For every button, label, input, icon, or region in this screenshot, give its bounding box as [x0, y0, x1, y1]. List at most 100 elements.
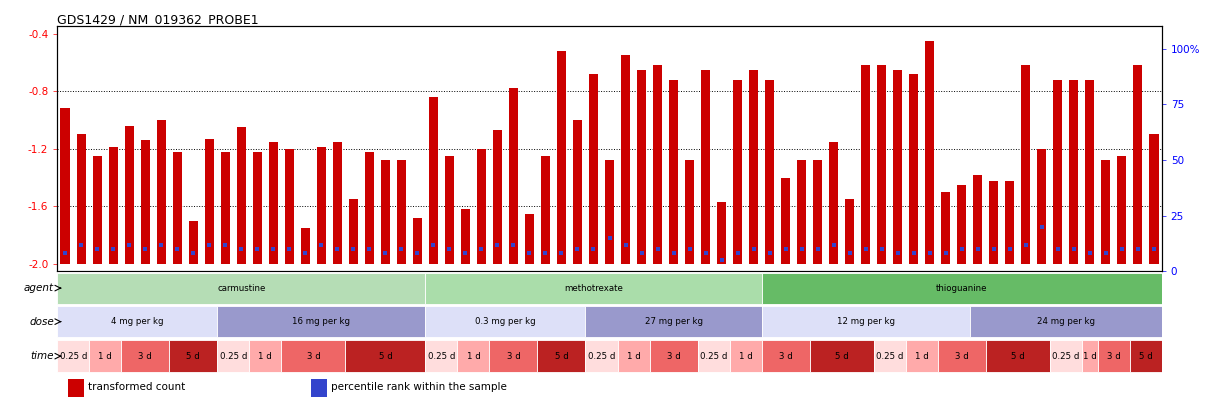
- Point: [328, 246, 347, 252]
- FancyBboxPatch shape: [425, 273, 762, 303]
- FancyBboxPatch shape: [57, 273, 425, 303]
- Point: [696, 250, 716, 257]
- Text: 3 d: 3 d: [667, 352, 680, 360]
- Point: [119, 241, 139, 248]
- FancyBboxPatch shape: [57, 340, 89, 373]
- Bar: [477, 149, 486, 264]
- Point: [1080, 250, 1100, 257]
- Point: [232, 246, 251, 252]
- Text: transformed count: transformed count: [88, 382, 185, 392]
- FancyBboxPatch shape: [457, 340, 490, 373]
- Bar: [252, 152, 262, 264]
- Bar: [989, 181, 998, 264]
- Point: [184, 250, 204, 257]
- Bar: [445, 156, 455, 264]
- Point: [952, 246, 972, 252]
- Text: carmustine: carmustine: [217, 284, 266, 292]
- Text: 24 mg per kg: 24 mg per kg: [1036, 317, 1095, 326]
- Bar: [845, 199, 855, 264]
- Point: [535, 250, 555, 257]
- FancyBboxPatch shape: [762, 273, 1162, 303]
- Bar: [1004, 181, 1014, 264]
- Bar: [748, 70, 758, 264]
- FancyBboxPatch shape: [89, 340, 122, 373]
- Bar: [412, 218, 422, 264]
- Point: [407, 250, 427, 257]
- Bar: [652, 65, 662, 264]
- Bar: [541, 156, 550, 264]
- Text: 27 mg per kg: 27 mg per kg: [645, 317, 702, 326]
- Point: [856, 246, 875, 252]
- Bar: [620, 55, 630, 264]
- Text: 1 d: 1 d: [739, 352, 752, 360]
- Point: [519, 250, 539, 257]
- Bar: [636, 70, 646, 264]
- Point: [840, 250, 859, 257]
- FancyBboxPatch shape: [68, 379, 84, 397]
- Text: 4 mg per kg: 4 mg per kg: [111, 317, 163, 326]
- Text: 0.25 d: 0.25 d: [588, 352, 616, 360]
- Text: 5 d: 5 d: [1139, 352, 1153, 360]
- Bar: [764, 80, 774, 264]
- Text: 0.25 d: 0.25 d: [219, 352, 247, 360]
- Bar: [1117, 156, 1126, 264]
- Bar: [813, 160, 823, 264]
- Bar: [317, 147, 327, 264]
- Point: [472, 246, 491, 252]
- Text: 0.25 d: 0.25 d: [60, 352, 87, 360]
- Point: [56, 250, 76, 257]
- Point: [440, 246, 460, 252]
- Text: 1 d: 1 d: [99, 352, 112, 360]
- FancyBboxPatch shape: [490, 340, 538, 373]
- Text: 5 d: 5 d: [1011, 352, 1024, 360]
- Text: 12 mg per kg: 12 mg per kg: [836, 317, 895, 326]
- Bar: [1132, 65, 1142, 264]
- Bar: [1101, 160, 1111, 264]
- Point: [600, 234, 619, 241]
- Point: [1000, 246, 1019, 252]
- Bar: [508, 88, 518, 264]
- Bar: [717, 202, 727, 264]
- FancyBboxPatch shape: [969, 306, 1162, 337]
- Text: 5 d: 5 d: [555, 352, 568, 360]
- Point: [887, 250, 907, 257]
- Bar: [876, 65, 886, 264]
- Bar: [573, 120, 583, 264]
- Bar: [733, 80, 742, 264]
- Point: [584, 246, 603, 252]
- Point: [744, 246, 763, 252]
- FancyBboxPatch shape: [538, 340, 585, 373]
- FancyBboxPatch shape: [311, 379, 327, 397]
- Text: 16 mg per kg: 16 mg per kg: [293, 317, 350, 326]
- Bar: [429, 97, 439, 264]
- Text: 5 d: 5 d: [187, 352, 200, 360]
- Bar: [1053, 80, 1063, 264]
- FancyBboxPatch shape: [986, 340, 1050, 373]
- Point: [375, 250, 395, 257]
- Point: [200, 241, 219, 248]
- FancyBboxPatch shape: [937, 340, 986, 373]
- Text: dose: dose: [29, 317, 54, 327]
- Point: [1015, 241, 1035, 248]
- Point: [135, 246, 155, 252]
- Point: [680, 246, 700, 252]
- FancyBboxPatch shape: [809, 340, 874, 373]
- FancyBboxPatch shape: [57, 306, 217, 337]
- FancyBboxPatch shape: [762, 340, 809, 373]
- Point: [151, 241, 171, 248]
- Bar: [909, 74, 918, 264]
- FancyBboxPatch shape: [906, 340, 937, 373]
- FancyBboxPatch shape: [1050, 340, 1081, 373]
- FancyBboxPatch shape: [874, 340, 906, 373]
- Bar: [380, 160, 390, 264]
- Bar: [1037, 149, 1046, 264]
- FancyBboxPatch shape: [217, 306, 425, 337]
- Point: [712, 257, 731, 263]
- Bar: [589, 74, 599, 264]
- Point: [1112, 246, 1131, 252]
- Bar: [93, 156, 102, 264]
- Point: [88, 246, 107, 252]
- Bar: [108, 147, 118, 264]
- Text: agent: agent: [24, 283, 54, 293]
- Point: [216, 241, 235, 248]
